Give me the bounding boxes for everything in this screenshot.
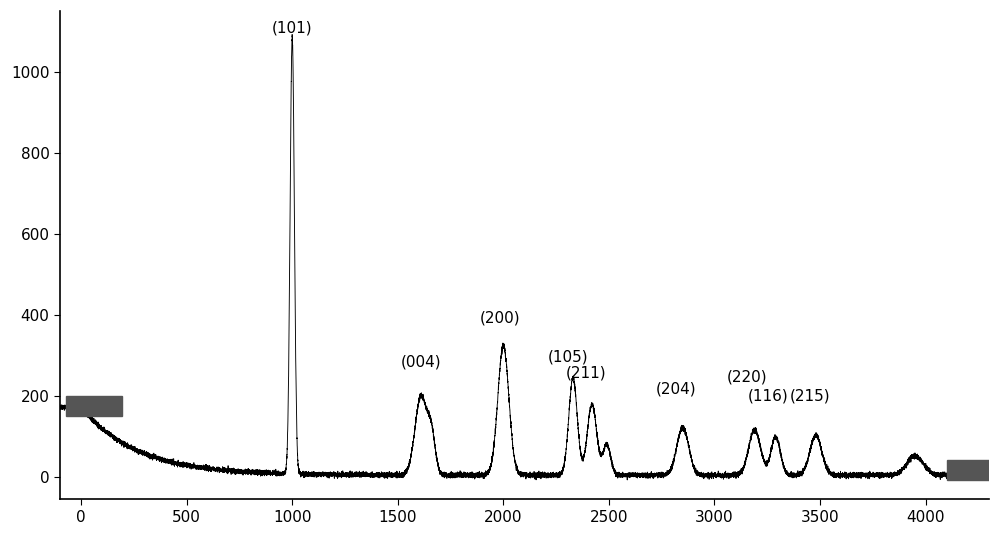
Bar	[947, 460, 1000, 480]
Text: (215): (215)	[790, 388, 831, 403]
Text: (204): (204)	[656, 381, 697, 396]
Text: (105): (105)	[547, 349, 588, 364]
Bar	[66, 397, 122, 416]
Text: (211): (211)	[565, 366, 606, 381]
Text: (116): (116)	[748, 388, 789, 403]
Text: (200): (200)	[480, 310, 520, 325]
Text: (220): (220)	[727, 370, 767, 385]
Text: (004): (004)	[401, 355, 441, 370]
Text: (101): (101)	[272, 20, 313, 35]
